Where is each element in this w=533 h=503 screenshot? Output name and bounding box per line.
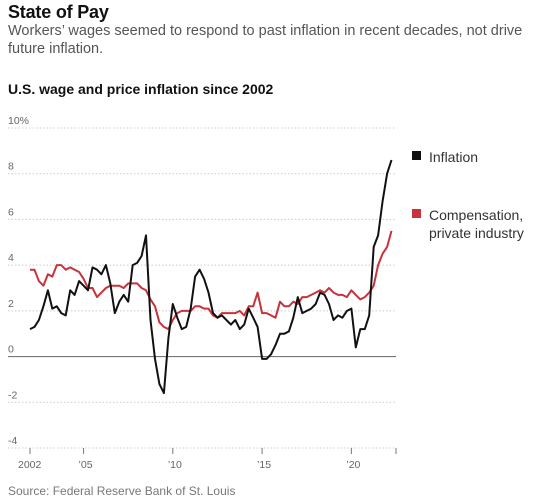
x-axis-ticks <box>29 448 397 454</box>
chart-title: U.S. wage and price inflation since 2002 <box>8 81 274 97</box>
y-tick-label: 2 <box>8 298 14 310</box>
x-tick-label: ’05 <box>79 459 93 471</box>
source-note: Source: Federal Reserve Bank of St. Loui… <box>8 484 236 498</box>
y-tick-label: 6 <box>8 206 14 218</box>
y-axis-labels: 10% 8 6 4 2 0 -2 -4 <box>8 115 29 447</box>
series-line-compensation <box>30 230 393 331</box>
x-tick-label: 2002 <box>18 459 42 471</box>
series-line-inflation <box>29 159 393 395</box>
x-tick-label: ’15 <box>257 459 271 471</box>
gridlines <box>8 127 396 449</box>
y-tick-label: -4 <box>8 435 17 447</box>
legend-swatch-compensation <box>412 209 421 218</box>
y-tick-label: 8 <box>8 161 14 173</box>
y-tick-label: 0 <box>8 344 14 356</box>
x-tick-label: ’10 <box>168 459 182 471</box>
y-tick-label: 4 <box>8 252 14 264</box>
page-subtitle: Workers’ wages seemed to respond to past… <box>8 23 523 57</box>
x-tick-label: ’20 <box>346 459 360 471</box>
series-lines <box>29 159 393 395</box>
y-tick-label: -2 <box>8 389 17 401</box>
legend-label-compensation: Compensation, private industry <box>429 207 524 241</box>
y-tick-label: 10% <box>8 115 29 127</box>
legend-label-inflation: Inflation <box>429 149 479 165</box>
x-axis-labels: 2002 ’05 ’10 ’15 ’20 <box>18 459 361 471</box>
legend-swatch-inflation <box>412 151 421 160</box>
page-title: State of Pay <box>8 2 109 22</box>
